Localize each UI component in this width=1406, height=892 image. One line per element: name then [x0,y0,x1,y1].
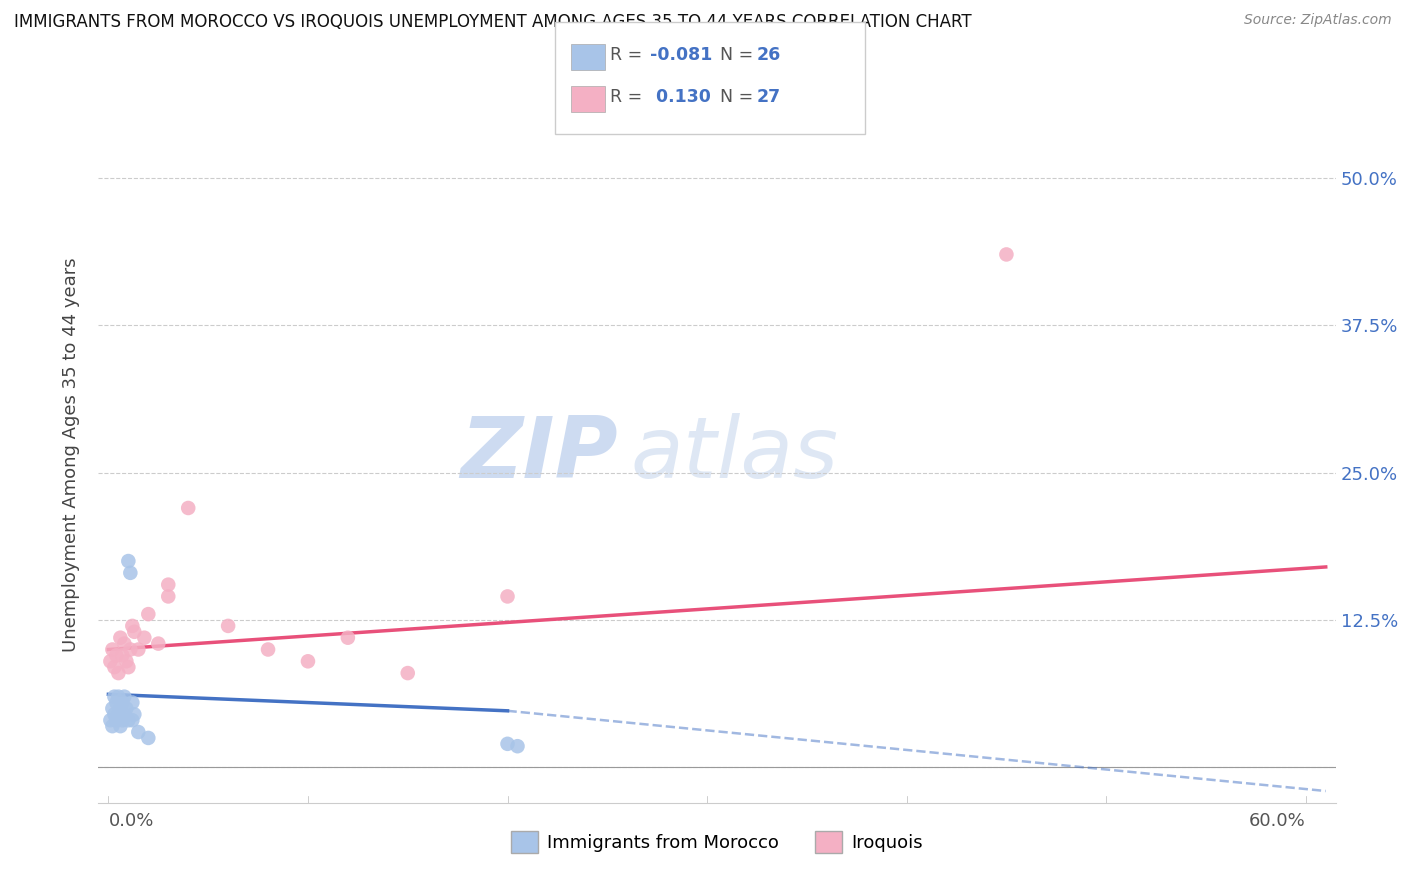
Point [177,500,200,515]
Point [110,701,132,715]
Point [396,666,419,681]
Point [117,713,139,727]
Point [336,631,359,645]
Point [127,725,149,739]
Point [100,654,122,668]
Point [120,642,142,657]
Point [257,642,280,657]
Point [112,637,135,651]
Point [117,660,139,674]
Text: 0.130: 0.130 [650,88,710,106]
Legend: Immigrants from Morocco, Iroquois: Immigrants from Morocco, Iroquois [503,823,931,860]
Point [124,624,146,639]
Point [297,654,319,668]
Point [136,731,159,745]
Point [496,737,519,751]
Point [105,648,128,663]
Point [110,631,132,645]
Text: 26: 26 [756,46,780,64]
Point [121,713,143,727]
Point [112,707,135,722]
Point [148,637,170,651]
Text: R =: R = [610,88,643,106]
Point [107,690,129,704]
Point [103,690,125,704]
Point [111,713,134,727]
Point [103,707,125,722]
Point [121,696,143,710]
Point [157,577,180,591]
Point [995,247,1018,261]
Point [506,739,529,754]
Text: 0.0%: 0.0% [108,813,153,830]
Text: IMMIGRANTS FROM MOROCCO VS IROQUOIS UNEMPLOYMENT AMONG AGES 35 TO 44 YEARS CORRE: IMMIGRANTS FROM MOROCCO VS IROQUOIS UNEM… [14,13,972,31]
Text: N =: N = [720,46,754,64]
Point [101,719,124,733]
Point [217,619,239,633]
Point [115,701,138,715]
Point [124,707,146,722]
Point [107,707,129,722]
Text: atlas: atlas [630,413,838,497]
Text: 60.0%: 60.0% [1249,813,1306,830]
Point [121,619,143,633]
Text: 27: 27 [756,88,780,106]
Point [136,607,159,621]
Text: Source: ZipAtlas.com: Source: ZipAtlas.com [1244,13,1392,28]
Point [111,696,134,710]
Text: N =: N = [720,88,754,106]
Point [105,713,128,727]
Text: ZIP: ZIP [460,413,619,497]
Point [111,648,134,663]
Point [127,642,149,657]
Point [120,566,142,580]
Point [112,690,135,704]
Point [157,590,180,604]
Text: -0.081: -0.081 [650,46,711,64]
Point [101,701,124,715]
Point [101,642,124,657]
Point [117,554,139,568]
Point [110,719,132,733]
Point [100,713,122,727]
Point [107,666,129,681]
Point [496,590,519,604]
Y-axis label: Unemployment Among Ages 35 to 44 years: Unemployment Among Ages 35 to 44 years [62,258,80,652]
Point [134,631,156,645]
Point [115,654,138,668]
Point [105,696,128,710]
Text: R =: R = [610,46,643,64]
Point [103,660,125,674]
